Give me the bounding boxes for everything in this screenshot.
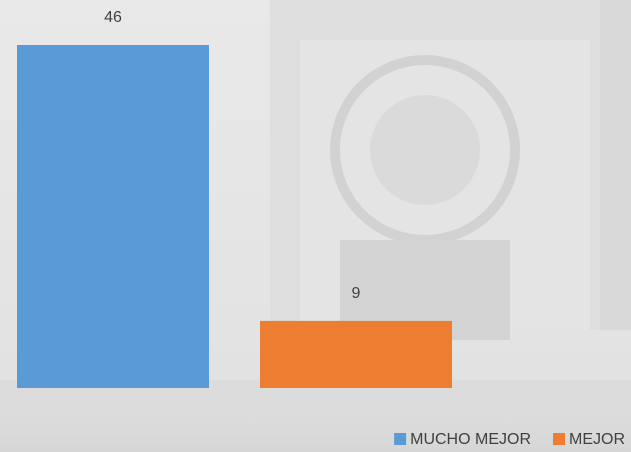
legend-label: MEJOR	[569, 431, 625, 448]
legend-label: MUCHO MEJOR	[410, 431, 531, 448]
legend-swatch	[394, 433, 406, 445]
value-label: 9	[352, 285, 361, 302]
legend: MUCHO MEJOR MEJOR	[394, 431, 625, 448]
value-label: 46	[104, 9, 122, 26]
chart: 46 9 MUCHO MEJOR MEJOR	[0, 0, 631, 452]
legend-swatch	[553, 433, 565, 445]
bar	[260, 321, 452, 388]
bar	[17, 45, 209, 388]
